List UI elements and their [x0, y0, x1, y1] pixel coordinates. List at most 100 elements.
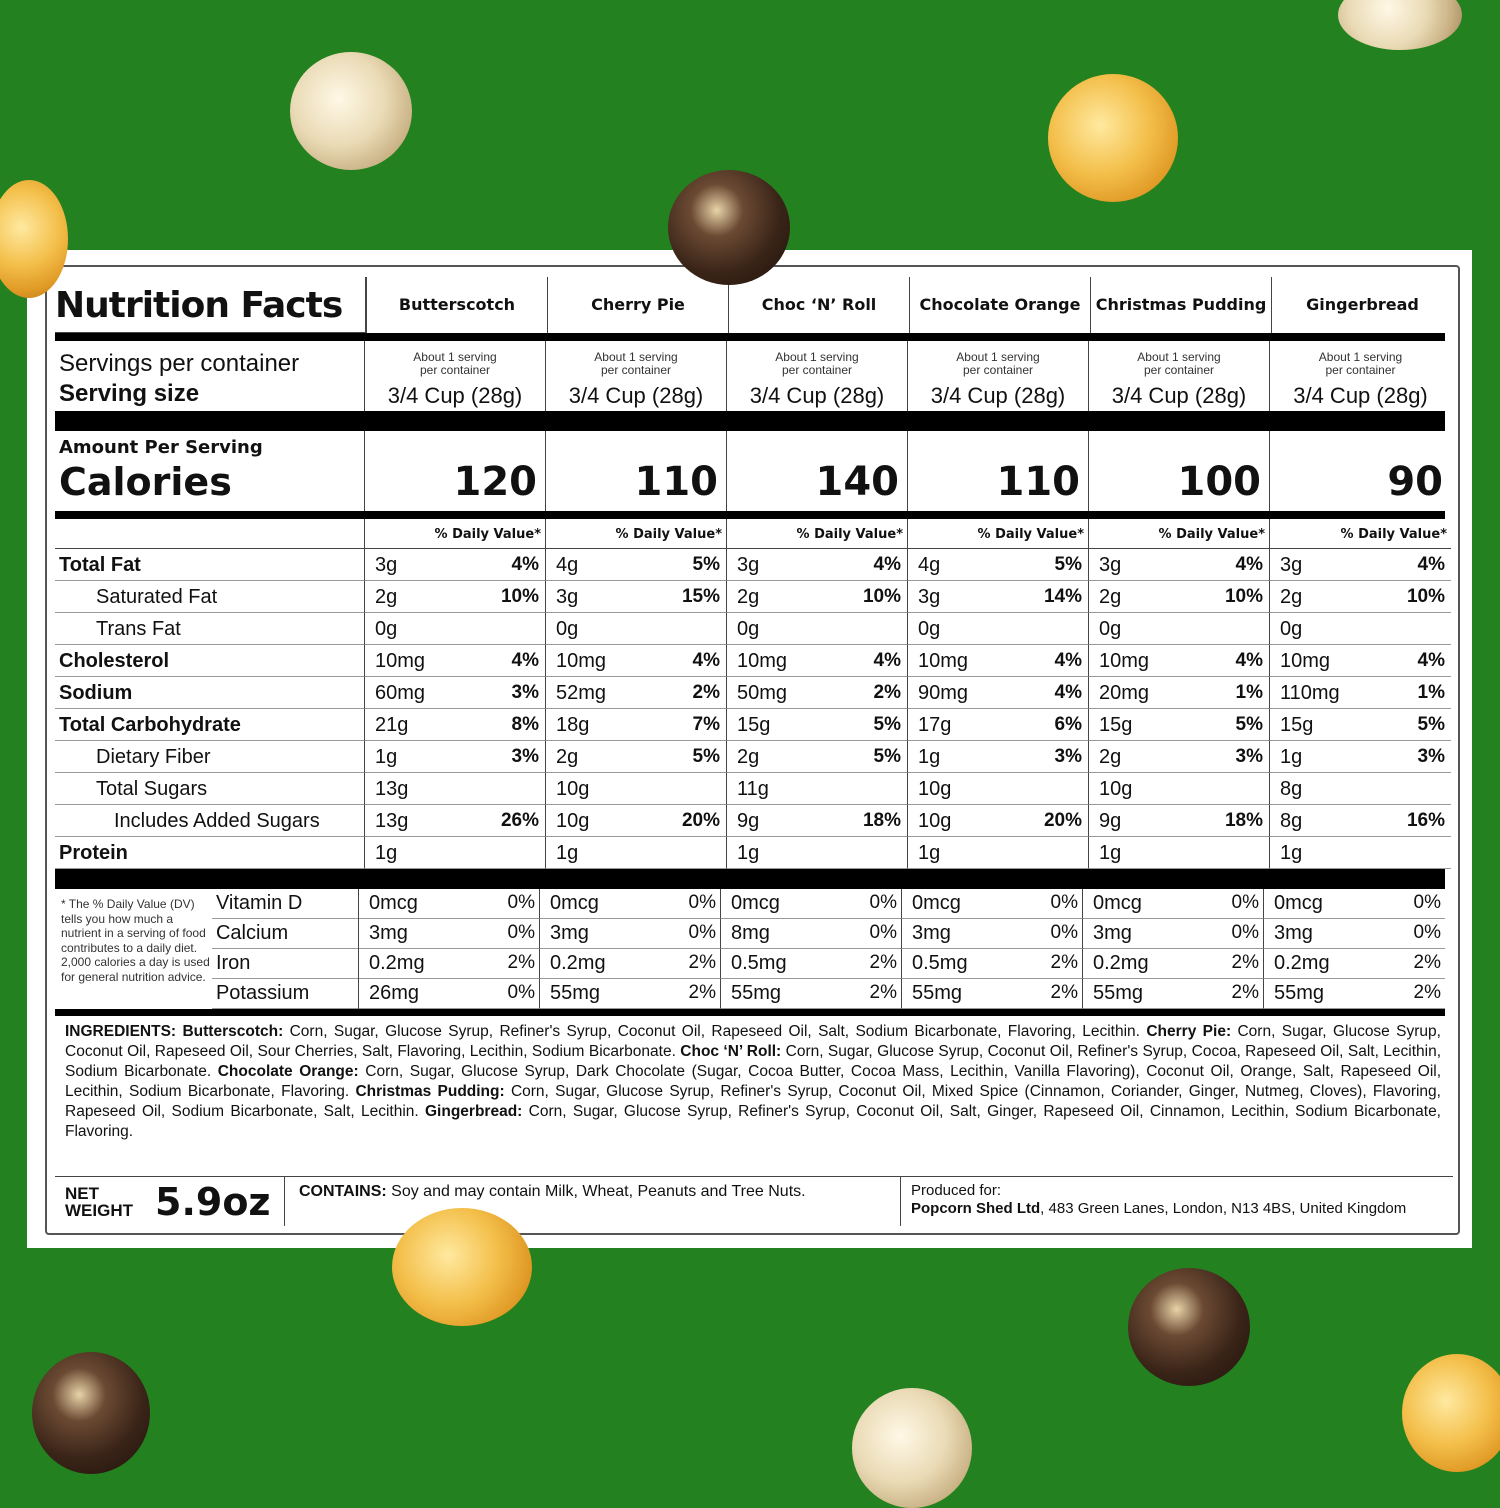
nutrient-cell: 3g 15% — [546, 581, 727, 613]
nutrient-row: Total Sugars 13g 10g 11g 10g 10g 8g — [55, 773, 1451, 805]
amount: 15g — [1099, 714, 1133, 736]
popcorn-white-image — [852, 1388, 972, 1508]
empty-cell — [55, 519, 365, 549]
ingredient-list: Corn, Sugar, Glucose Syrup, Refiner's Sy… — [65, 1083, 1441, 1120]
percent-daily-value: 0% — [869, 892, 897, 913]
popcorn-chocolate-image — [1128, 1268, 1250, 1386]
amount: 3mg — [912, 922, 951, 944]
percent-daily-value: 0% — [1050, 922, 1078, 943]
vitamin-cell: 3mg 0% — [1264, 919, 1445, 949]
amount: 10g — [1099, 778, 1133, 800]
percent-daily-value: 1% — [1417, 682, 1445, 703]
percent-daily-value: 4% — [1235, 554, 1263, 575]
serving-cell: About 1 serving per container 3/4 Cup (28… — [727, 341, 908, 411]
percent-daily-value: 5% — [692, 554, 720, 575]
nutrient-cell: 20mg 1% — [1089, 677, 1270, 709]
amount: 10mg — [1099, 650, 1150, 672]
nutrient-cell: 4g 5% — [908, 549, 1089, 581]
vitamins-section: * The % Daily Value (DV) tells you how m… — [55, 889, 1445, 1009]
amount: 15g — [737, 714, 771, 736]
label-frame: Nutrition Facts Butterscotch Cherry Pie Ch… — [45, 265, 1460, 1235]
popcorn-caramel-image — [0, 180, 68, 298]
serving-size: 3/4 Cup (28g) — [749, 383, 885, 408]
thick-rule — [55, 411, 1445, 431]
nutrient-name: Saturated Fat — [55, 581, 365, 613]
daily-value-header: % Daily Value* — [727, 519, 908, 549]
percent-daily-value: 4% — [511, 650, 539, 671]
servings-per-container: About 1 serving per container — [956, 350, 1040, 377]
amount: 10mg — [1280, 650, 1331, 672]
nutrient-row: Trans Fat 0g 0g 0g 0g 0g 0g — [55, 613, 1451, 645]
ingredient-heading: Cherry Pie: — [1146, 1023, 1238, 1040]
vitamin-cell: 0mcg 0% — [1264, 889, 1445, 919]
nutrient-cell: 1g 3% — [365, 741, 546, 773]
header-row: Nutrition Facts Butterscotch Cherry Pie Ch… — [55, 277, 1445, 333]
amount: 10mg — [737, 650, 788, 672]
amount: 8g — [1280, 778, 1303, 800]
nutrient-cell: 3g 14% — [908, 581, 1089, 613]
amount: 10mg — [375, 650, 426, 672]
amount: 18g — [556, 714, 590, 736]
serving-size: 3/4 Cup (28g) — [387, 383, 523, 408]
percent-daily-value: 10% — [1406, 586, 1445, 607]
daily-value-footnote: * The % Daily Value (DV) tells you how m… — [61, 897, 210, 984]
nutrient-cell: 15g 5% — [1089, 709, 1270, 741]
amount: 1g — [918, 842, 941, 864]
nutrient-name: Dietary Fiber — [55, 741, 365, 773]
servings-per-container: About 1 serving per container — [775, 350, 859, 377]
amount: 3g — [1280, 554, 1303, 576]
amount: 1g — [1280, 842, 1303, 864]
vitamin-cell: 0mcg 0% — [359, 889, 540, 919]
daily-value-header: % Daily Value* — [908, 519, 1089, 549]
percent-daily-value: 4% — [1235, 650, 1263, 671]
amount: 10g — [556, 778, 590, 800]
percent-daily-value: 2% — [873, 682, 901, 703]
amount: 0mcg — [369, 892, 418, 914]
nutrient-cell: 1g — [1089, 837, 1270, 869]
percent-daily-value: 4% — [1417, 554, 1445, 575]
percent-daily-value: 2% — [1413, 982, 1441, 1003]
nutrient-cell: 13g — [365, 773, 546, 805]
ingredient-list: Corn, Sugar, Glucose Syrup, Dark Chocola… — [65, 1063, 1442, 1100]
nutrient-cell: 1g — [546, 837, 727, 869]
percent-daily-value: 5% — [873, 746, 901, 767]
amount: 0.5mg — [912, 952, 968, 974]
percent-daily-value: 2% — [507, 952, 535, 973]
amount: 3g — [1099, 554, 1122, 576]
nutrient-cell: 3g 4% — [1089, 549, 1270, 581]
thick-rule — [55, 511, 1445, 519]
amount: 90mg — [918, 682, 969, 704]
calories-labels: Amount Per Serving Calories — [55, 431, 365, 511]
servings-per-container: About 1 serving per container — [594, 350, 678, 377]
amount: 4g — [556, 554, 579, 576]
nutrient-cell: 17g 6% — [908, 709, 1089, 741]
nutrient-cell: 15g 5% — [1270, 709, 1451, 741]
vitamin-cell: 55mg 2% — [540, 979, 721, 1009]
product-name-header: Choc ‘N’ Roll — [729, 277, 910, 333]
nutrient-cell: 0g — [546, 613, 727, 645]
amount: 4g — [918, 554, 941, 576]
vitamin-cell: 0mcg 0% — [721, 889, 902, 919]
amount: 55mg — [550, 982, 601, 1004]
servings-per-container: About 1 serving per container — [413, 350, 497, 377]
amount: 3mg — [369, 922, 408, 944]
amount: 15g — [1280, 714, 1314, 736]
ingredient-heading: Butterscotch: — [182, 1023, 290, 1040]
percent-daily-value: 18% — [862, 810, 901, 831]
percent-daily-value: 15% — [681, 586, 720, 607]
nutrient-name: Total Fat — [55, 549, 365, 581]
product-name-header: Gingerbread — [1306, 295, 1419, 314]
percent-daily-value: 0% — [1413, 892, 1441, 913]
daily-value-header-row: % Daily Value*% Daily Value*% Daily Valu… — [55, 519, 1451, 549]
amount: 10g — [918, 810, 952, 832]
popcorn-white-image — [1338, 0, 1462, 50]
percent-daily-value: 5% — [692, 746, 720, 767]
percent-daily-value: 2% — [692, 682, 720, 703]
popcorn-caramel-image — [1402, 1354, 1500, 1472]
nutrient-cell: 0g — [1270, 613, 1451, 645]
nutrient-cell: 21g 8% — [365, 709, 546, 741]
nutrient-cell: 1g 3% — [1270, 741, 1451, 773]
servings-row: Servings per container Serving size About … — [55, 341, 1445, 411]
percent-daily-value: 2% — [869, 982, 897, 1003]
amount: 0g — [556, 618, 579, 640]
